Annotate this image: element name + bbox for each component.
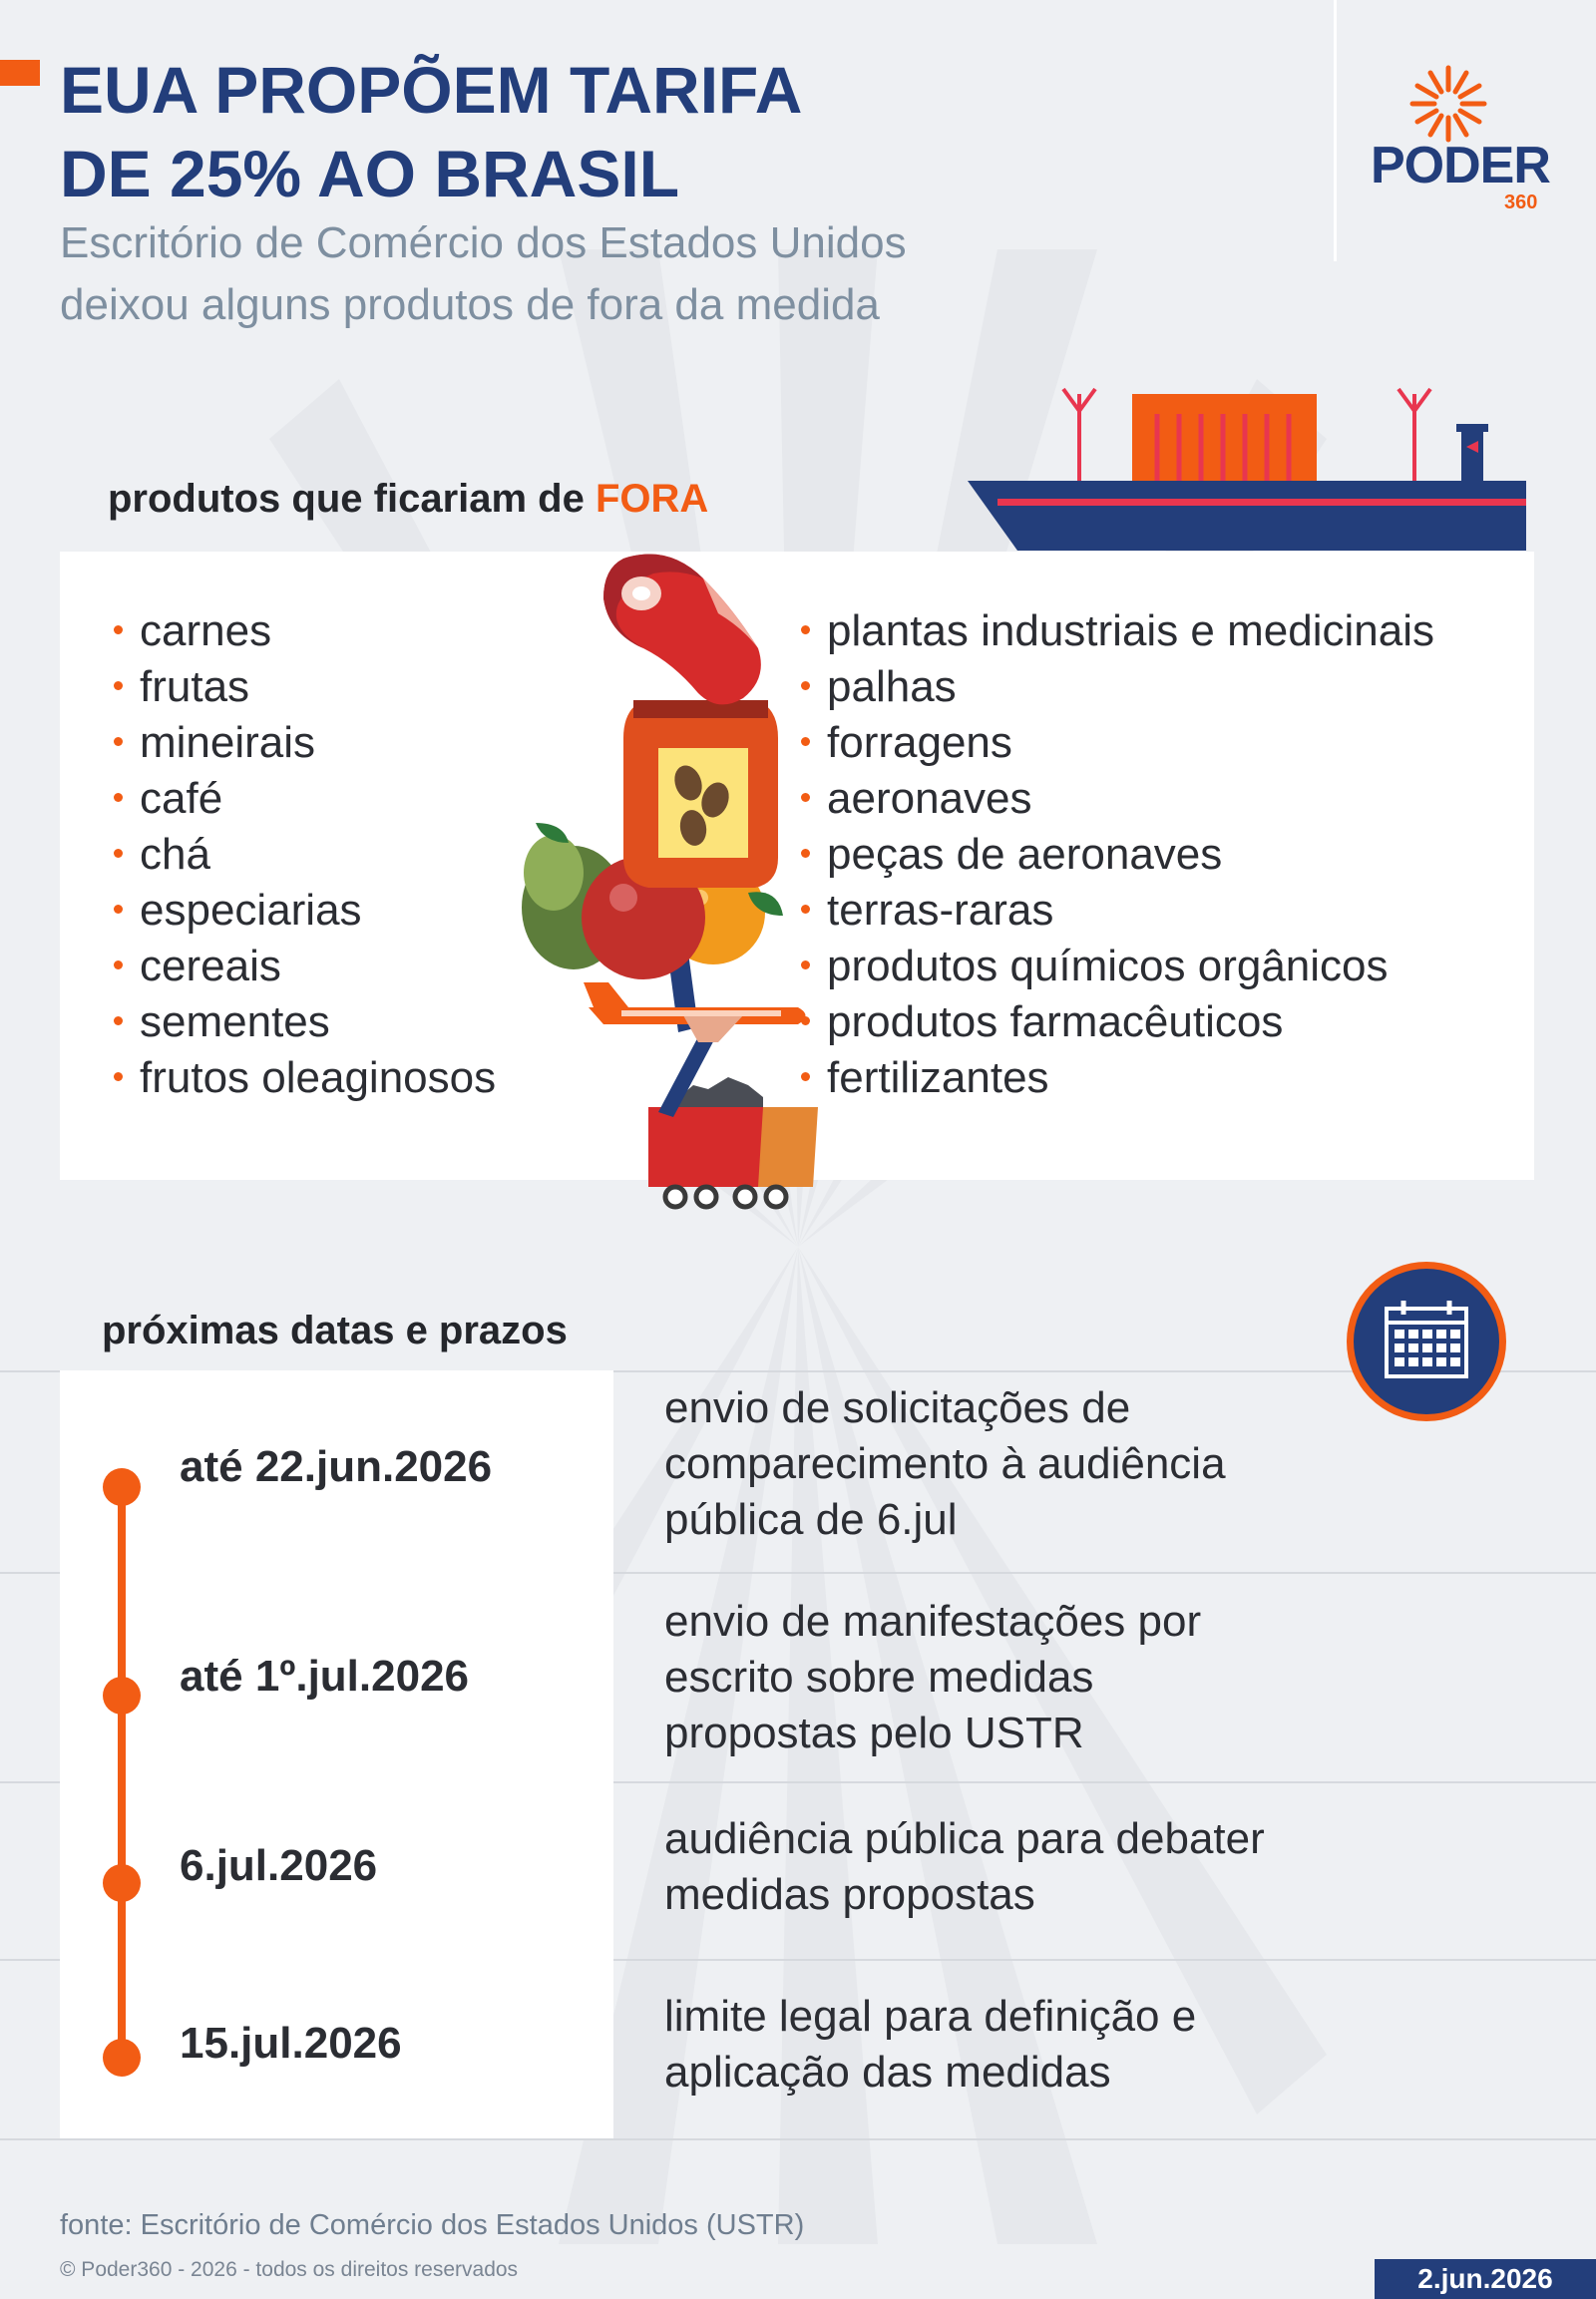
timeline-date: até 1º.jul.2026 [180,1652,470,1701]
subtitle-line-1: Escritório de Comércio dos Estados Unido… [60,218,907,267]
timeline-description: limite legal para definição e aplicação … [664,1992,1197,2097]
airplane-icon [584,982,806,1042]
products-right-list: plantas industriais e medicinais palhas … [773,603,1434,1106]
list-item: forragens [773,715,1434,771]
list-item: sementes [60,994,496,1050]
timeline-description: envio de manifestações por escrito sobre… [664,1597,1202,1757]
timeline-row: 6.jul.2026 audiência pública para debate… [0,1781,1596,1959]
products-panel [60,552,1534,1180]
deadlines-section-title: próximas datas e prazos [102,1309,568,1352]
copyright-note: © Poder360 - 2026 - todos os direitos re… [60,2258,519,2281]
list-item: produtos químicos orgânicos [773,939,1434,994]
calendar-icon [1347,1262,1506,1421]
products-title-prefix: produtos que ficariam de [108,477,596,521]
list-item: aeronaves [773,771,1434,827]
timeline-row: 15.jul.2026 limite legal para definição … [0,1959,1596,2138]
mine-cart-icon [648,1077,818,1210]
timeline-date: 6.jul.2026 [180,1841,378,1890]
list-item: chá [60,827,496,883]
logo-suffix: 360 [1504,192,1538,213]
publish-date-badge: 2.jun.2026 [1375,2259,1596,2299]
list-item: carnes [60,603,496,659]
cargo-ship-icon [968,387,1526,551]
timeline-connector [118,1486,126,2055]
list-item: mineirais [60,715,496,771]
header-divider [1334,0,1337,261]
deadlines-timeline: até 22.jun.2026 envio de solicitações de… [0,1370,1596,2140]
products-section-title: produtos que ficariam de FORA [108,477,708,522]
timeline-row: até 1º.jul.2026 envio de manifestações p… [0,1572,1596,1781]
list-item: palhas [773,659,1434,715]
title-line-1: EUA PROPÕEM TARIFA [60,53,803,127]
list-item: plantas industriais e medicinais [773,603,1434,659]
title-line-2: DE 25% AO BRASIL [60,137,680,210]
meat-icon [603,554,761,705]
products-illustration [522,554,818,1210]
timeline-description: envio de solicitações de comparecimento … [664,1383,1226,1544]
page-subtitle: Escritório de Comércio dos Estados Unido… [60,212,1057,336]
timeline-date: até 22.jun.2026 [180,1442,493,1491]
list-item: frutas [60,659,496,715]
list-item: terras-raras [773,883,1434,939]
list-item: cereais [60,939,496,994]
sun-logo-icon [1409,65,1487,143]
list-item: produtos farmacêuticos [773,994,1434,1050]
list-item: fertilizantes [773,1050,1434,1106]
poder360-logo: PODER 360 [1367,60,1566,219]
products-title-highlight: FORA [595,477,709,521]
timeline-row: até 22.jun.2026 envio de solicitações de… [0,1370,1596,1572]
title-accent-mark [0,60,40,86]
list-item: especiarias [60,883,496,939]
logo-wordmark: PODER [1371,137,1551,194]
list-item: café [60,771,496,827]
products-left-list: carnes frutas mineirais café chá especia… [60,603,496,1106]
coffee-bag-icon [623,700,778,888]
timeline-description: audiência pública para debater medidas p… [664,1814,1265,1919]
subtitle-line-2: deixou alguns produtos de fora da medida [60,280,880,329]
page-title: EUA PROPÕEM TARIFA DE 25% AO BRASIL [60,48,1257,215]
list-item: peças de aeronaves [773,827,1434,883]
list-item: frutos oleaginosos [60,1050,496,1106]
timeline-date: 15.jul.2026 [180,2019,402,2068]
source-note: fonte: Escritório de Comércio dos Estado… [60,2209,805,2241]
